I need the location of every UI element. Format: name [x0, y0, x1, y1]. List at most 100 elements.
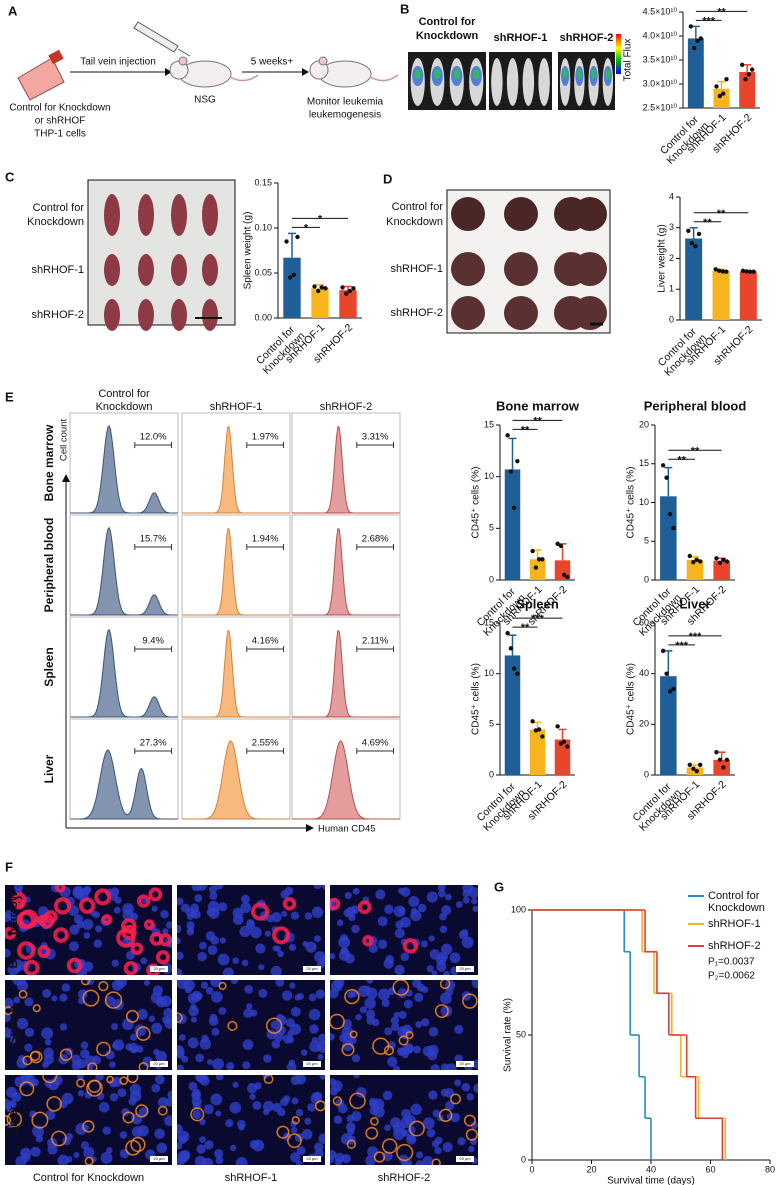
bar [685, 238, 703, 320]
stain [6, 1111, 23, 1128]
stain [119, 1076, 129, 1085]
data-point [694, 557, 699, 563]
nucleus [472, 905, 478, 912]
micrograph [177, 885, 325, 975]
nucleus [75, 1123, 87, 1135]
nucleus [377, 988, 390, 1001]
nucleus [69, 924, 80, 935]
stain [54, 885, 66, 893]
nucleus [230, 980, 239, 985]
nucleus [353, 1075, 360, 1079]
nucleus [454, 1079, 462, 1087]
significance-label: * [304, 222, 309, 234]
signal [591, 69, 596, 79]
nucleus [351, 924, 360, 934]
nucleus [192, 1088, 201, 1098]
nucleus [290, 1075, 301, 1086]
data-point [284, 239, 289, 244]
histogram-frame [69, 616, 179, 718]
column-label: shRHOF-2 [320, 401, 373, 413]
stain [82, 989, 100, 1007]
nucleus [309, 1024, 319, 1034]
nucleus [344, 892, 352, 900]
data-point [695, 38, 700, 43]
nucleus [204, 1140, 214, 1150]
nucleus [47, 1144, 58, 1155]
stain [130, 942, 144, 956]
nucleus [113, 906, 121, 914]
nucleus [377, 916, 388, 927]
stain [263, 1075, 274, 1085]
nucleus [16, 1057, 28, 1069]
bar [712, 270, 730, 320]
stain [439, 980, 451, 990]
spleen [104, 299, 120, 331]
stain [32, 1004, 41, 1013]
scale-label: 20 μm [306, 1061, 318, 1066]
stain [23, 959, 40, 975]
y-axis-label: CD45⁺ cells (%) [471, 663, 482, 735]
data-point [698, 559, 703, 564]
nucleus [338, 949, 351, 961]
data-point [540, 557, 545, 562]
y-tick-label: 0.15 [254, 177, 272, 187]
nucleus [160, 909, 169, 919]
micrograph [5, 885, 172, 975]
y-tick-label: 0.00 [254, 312, 272, 322]
stain [287, 1133, 302, 1149]
nucleus [296, 1146, 306, 1156]
nucleus [318, 1133, 325, 1144]
nucleus [321, 885, 325, 890]
nucleus [80, 1049, 90, 1059]
stain [87, 1062, 98, 1070]
nucleus [351, 1054, 361, 1063]
nucleus [369, 1106, 379, 1116]
stain [13, 898, 26, 910]
nucleus [394, 964, 405, 975]
nucleus [471, 980, 478, 989]
gate-label: 12.0% [140, 432, 167, 443]
nucleus [73, 914, 84, 924]
nucleus [314, 1148, 324, 1159]
stain [157, 1105, 168, 1116]
x-tick-label: 0 [529, 1164, 534, 1174]
nucleus [428, 935, 435, 942]
nucleus [164, 1115, 172, 1127]
histogram-frame [181, 412, 291, 514]
nucleus [393, 1065, 401, 1070]
nucleus [215, 1110, 222, 1117]
nucleus [347, 1127, 355, 1136]
cells-label: THP-1 cells [34, 129, 86, 140]
nucleus [365, 1009, 376, 1019]
nucleus [270, 965, 282, 975]
scale-label: 20 μm [306, 966, 318, 971]
nucleus [219, 937, 227, 944]
data-point [536, 557, 542, 562]
nucleus [249, 1093, 256, 1100]
chart-title: Spleen [516, 596, 559, 611]
nucleus [115, 980, 127, 988]
nucleus [445, 893, 452, 901]
signal [473, 69, 480, 79]
stain [381, 1138, 398, 1154]
panel-label: F [5, 859, 13, 874]
nucleus [406, 1134, 417, 1145]
gate-label: 4.16% [252, 636, 279, 647]
nucleus [83, 1147, 95, 1159]
x-tick-label: 20 [586, 1164, 596, 1174]
stain [138, 1062, 149, 1070]
data-point [667, 511, 673, 517]
gate-label: 4.69% [362, 738, 389, 749]
data-point [720, 269, 725, 274]
data-point [698, 36, 704, 41]
histogram-frame [69, 514, 179, 616]
nucleus [111, 1076, 122, 1087]
stain [158, 933, 172, 947]
nucleus [177, 1064, 185, 1070]
stain [31, 1111, 49, 1129]
stain [126, 1075, 139, 1084]
data-point [671, 686, 676, 692]
mouse-image [522, 58, 535, 106]
micrograph [177, 1075, 325, 1165]
nucleus [275, 980, 285, 987]
